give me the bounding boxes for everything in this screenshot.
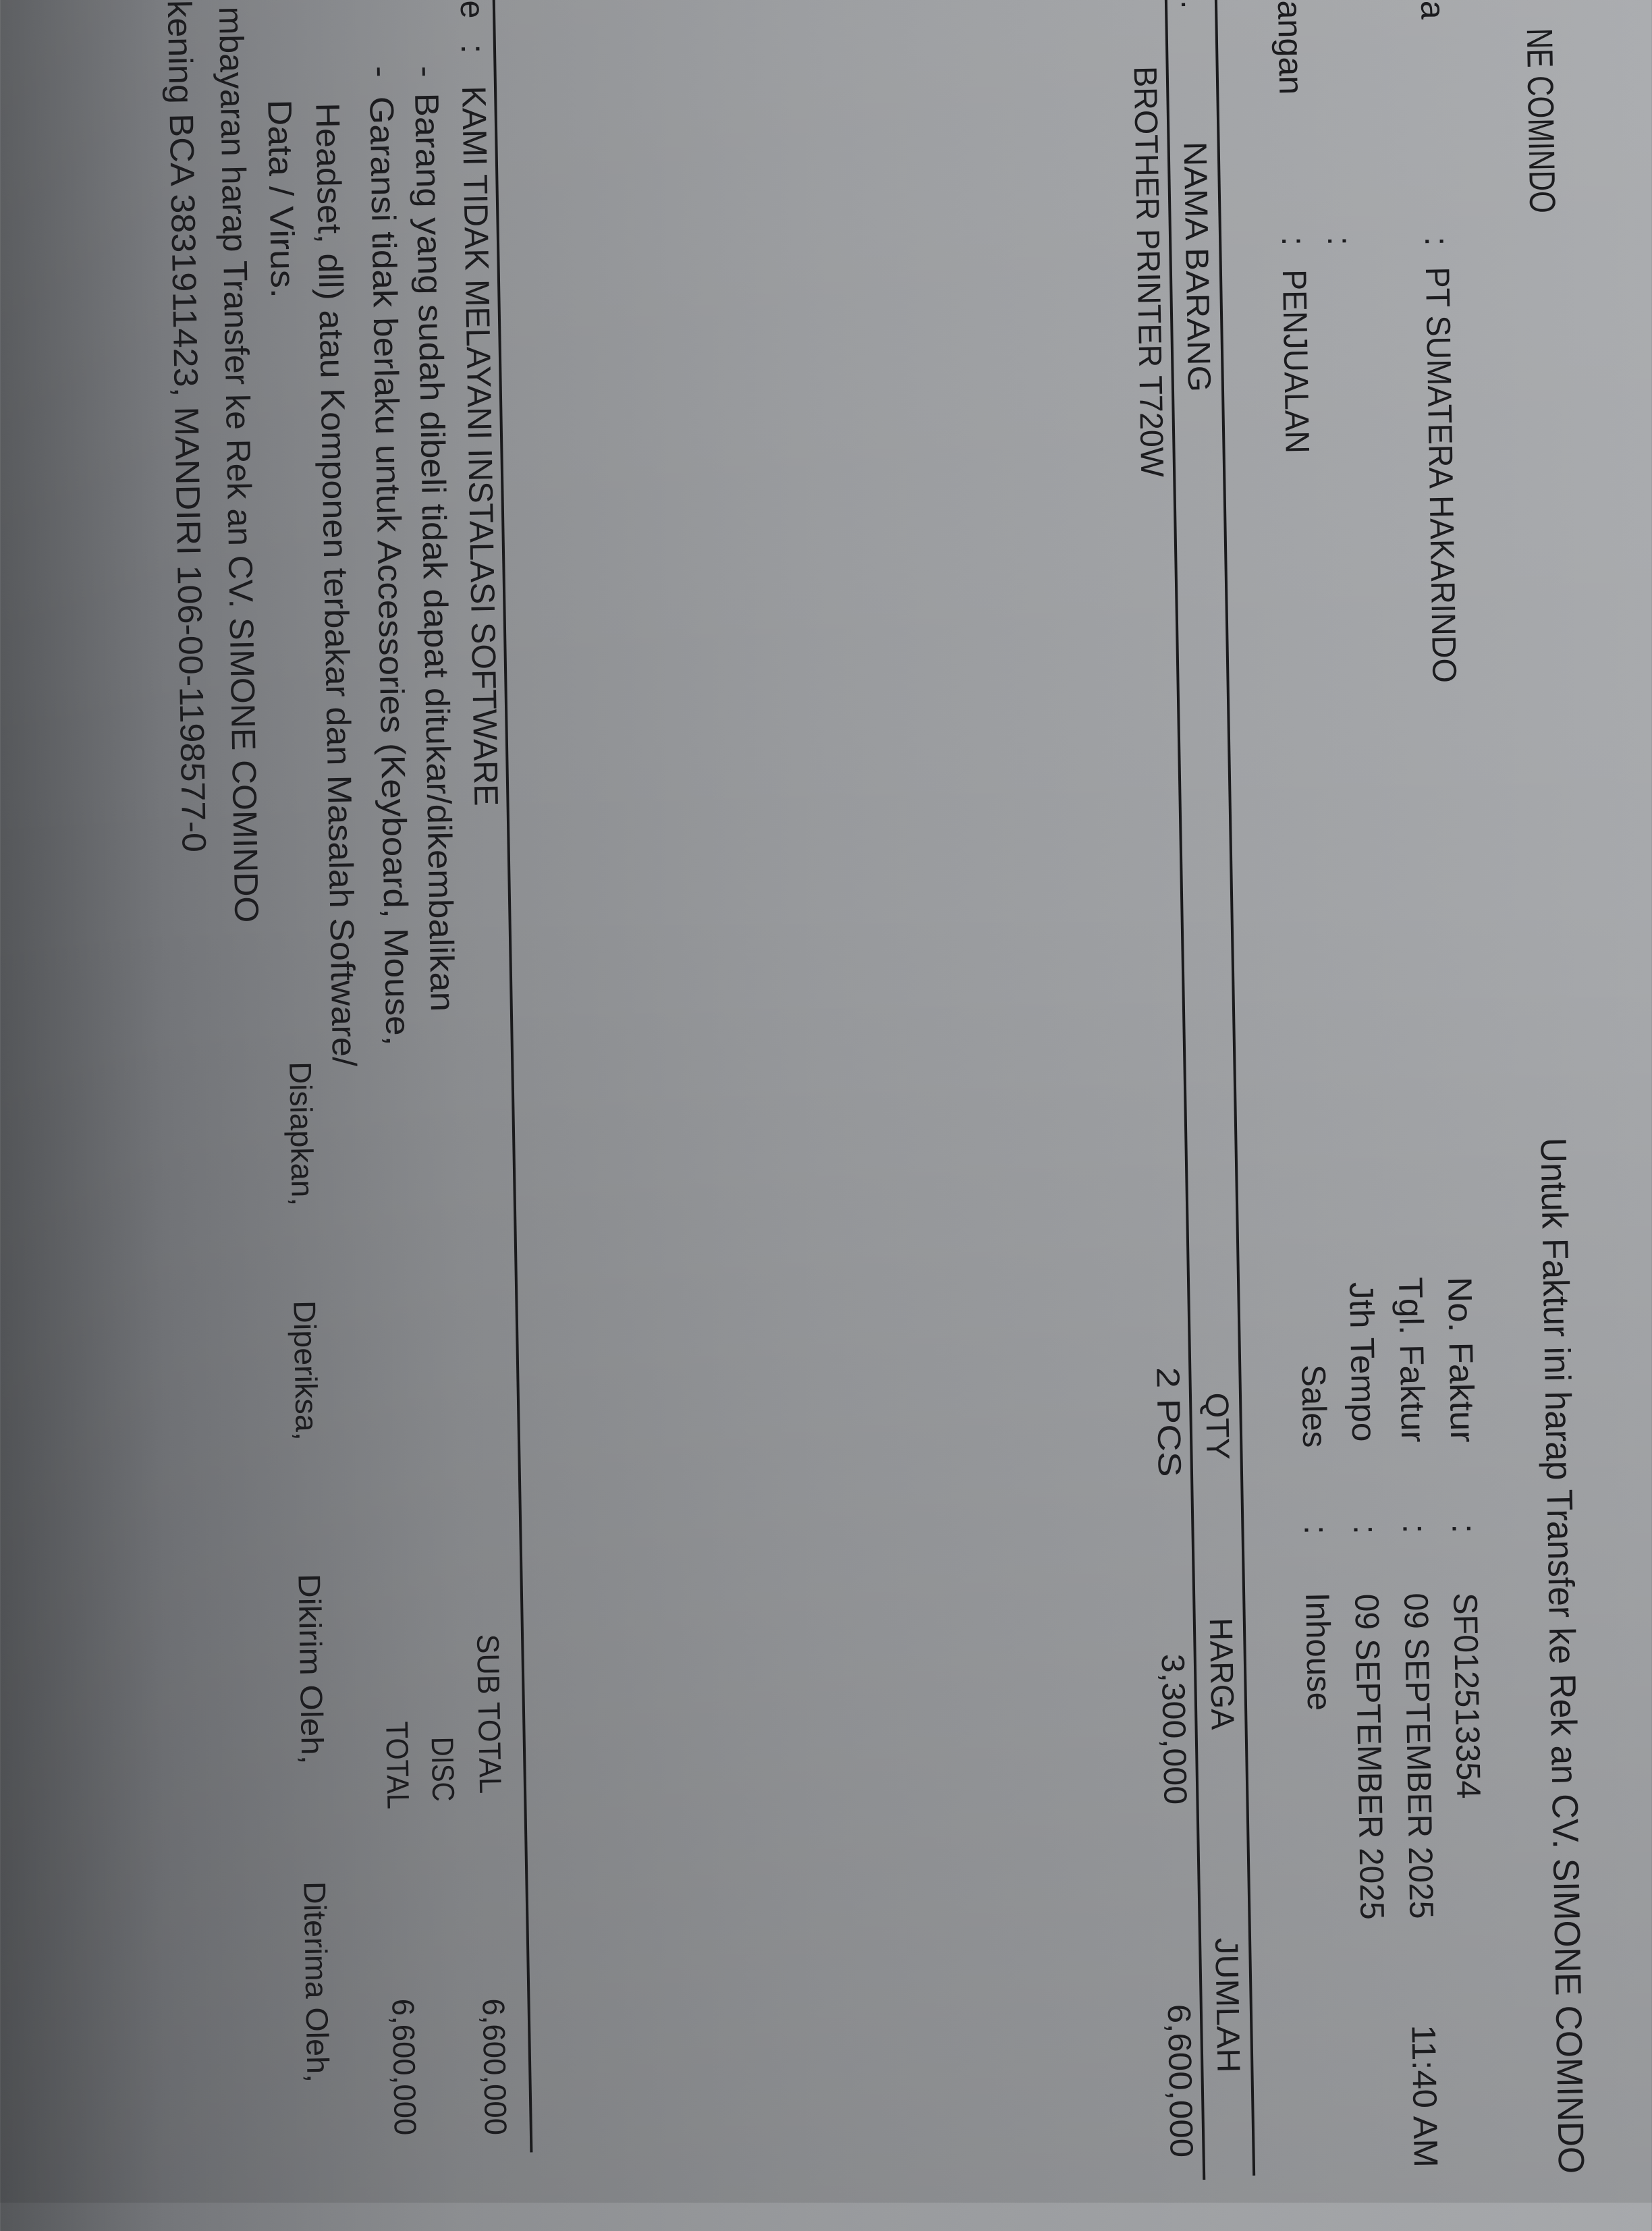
item-jumlah: 6,600,000 — [1160, 2004, 1199, 2158]
tgl-faktur-colon: : — [1396, 1523, 1434, 1534]
tgl-faktur-value: 09 SEPTEMBER 2025 — [1397, 1592, 1441, 1919]
notes-bullet: - — [407, 65, 445, 78]
signature-received-by: Diterima Oleh, — [297, 1881, 336, 2083]
signature-checked-by: Diperiksa, — [287, 1300, 325, 1441]
customer-colon: : — [1321, 236, 1359, 246]
notes-colon: : — [453, 44, 493, 54]
no-faktur-label: No. Faktur — [1440, 1276, 1482, 1443]
item-harga: 3,300,000 — [1154, 1653, 1193, 1805]
jth-tempo-colon: : — [1346, 1524, 1385, 1535]
keterangan-value: PENJUALAN — [1275, 269, 1317, 454]
customer-name: PT SUMATERA HAKARINDO — [1418, 267, 1464, 684]
notes-line-data-virus: Data / Virus. — [260, 99, 302, 299]
column-header-qty: QTY — [1198, 1392, 1236, 1460]
column-header-harga: HARGA — [1202, 1618, 1240, 1730]
notes-line-warranty-cont: Headset, dll) atau Komponen terbakar dan… — [308, 102, 364, 1067]
disc-label: DISC — [424, 1736, 462, 1802]
notes-line-warranty: Garansi tidak berlaku untuk Accessories … — [362, 96, 417, 1046]
company-name-partial: NE COMINDO — [1518, 28, 1563, 214]
jth-tempo-label: Jth Tempo — [1342, 1282, 1383, 1443]
notes-label-partial: e — [453, 0, 492, 19]
item-qty: 2 PCS — [1149, 1367, 1188, 1477]
notes-line-return-policy: Barang yang sudah dibeli tidak dapat dit… — [408, 92, 462, 1012]
table-bottom-rule — [492, 0, 533, 2153]
invoice-time: 11:40 AM — [1404, 2024, 1445, 2168]
sub-total-label: SUB TOTAL — [470, 1634, 509, 1794]
total-label: TOTAL — [379, 1721, 416, 1810]
column-header-no-partial: . — [1174, 0, 1211, 9]
payment-instruction: mbayaran harap Transfer ke Rek an CV. SI… — [211, 6, 266, 923]
keterangan-colon: : — [1275, 236, 1313, 246]
customer-colon: : — [1418, 236, 1456, 247]
column-header-nama-barang: NAMA BARANG — [1176, 141, 1217, 393]
jth-tempo-value: 09 SEPTEMBER 2025 — [1348, 1593, 1392, 1921]
signature-prepared-by: Disiapkan, — [283, 1061, 321, 1207]
bank-accounts: kening BCA 3831911423, MANDIRI 106-00-11… — [160, 0, 213, 853]
total-value: 6,600,000 — [385, 1998, 423, 2136]
item-name: BROTHER PRINTER T720W — [1126, 65, 1170, 478]
sales-colon: : — [1297, 1524, 1336, 1535]
column-header-jumlah: JUMLAH — [1208, 1937, 1246, 2073]
tgl-faktur-label: Tgl. Faktur — [1391, 1277, 1433, 1443]
sales-value: Inhouse — [1298, 1592, 1339, 1711]
sub-total-value: 6,600,000 — [476, 1998, 514, 2136]
no-faktur-colon: : — [1445, 1523, 1483, 1534]
signature-sent-by: Dikirim Oleh, — [292, 1573, 331, 1765]
customer-label-partial: a — [1413, 0, 1452, 20]
no-faktur-value: SF012513354 — [1446, 1592, 1488, 1799]
keterangan-label-partial: angan — [1270, 0, 1311, 95]
sales-label: Sales — [1294, 1364, 1334, 1448]
payment-notice: Untuk Faktur ini harap Transfer ke Rek a… — [1533, 1137, 1592, 2174]
table-header-top-rule — [1214, 0, 1256, 2176]
notes-bullet: - — [362, 65, 400, 78]
